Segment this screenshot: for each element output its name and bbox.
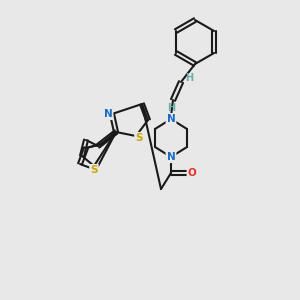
Text: S: S <box>90 165 98 175</box>
Text: N: N <box>167 114 176 124</box>
Text: H: H <box>185 73 193 83</box>
Text: O: O <box>188 168 196 178</box>
Text: N: N <box>103 109 112 119</box>
Text: N: N <box>167 152 176 162</box>
Text: S: S <box>135 133 143 143</box>
Text: H: H <box>167 103 175 113</box>
